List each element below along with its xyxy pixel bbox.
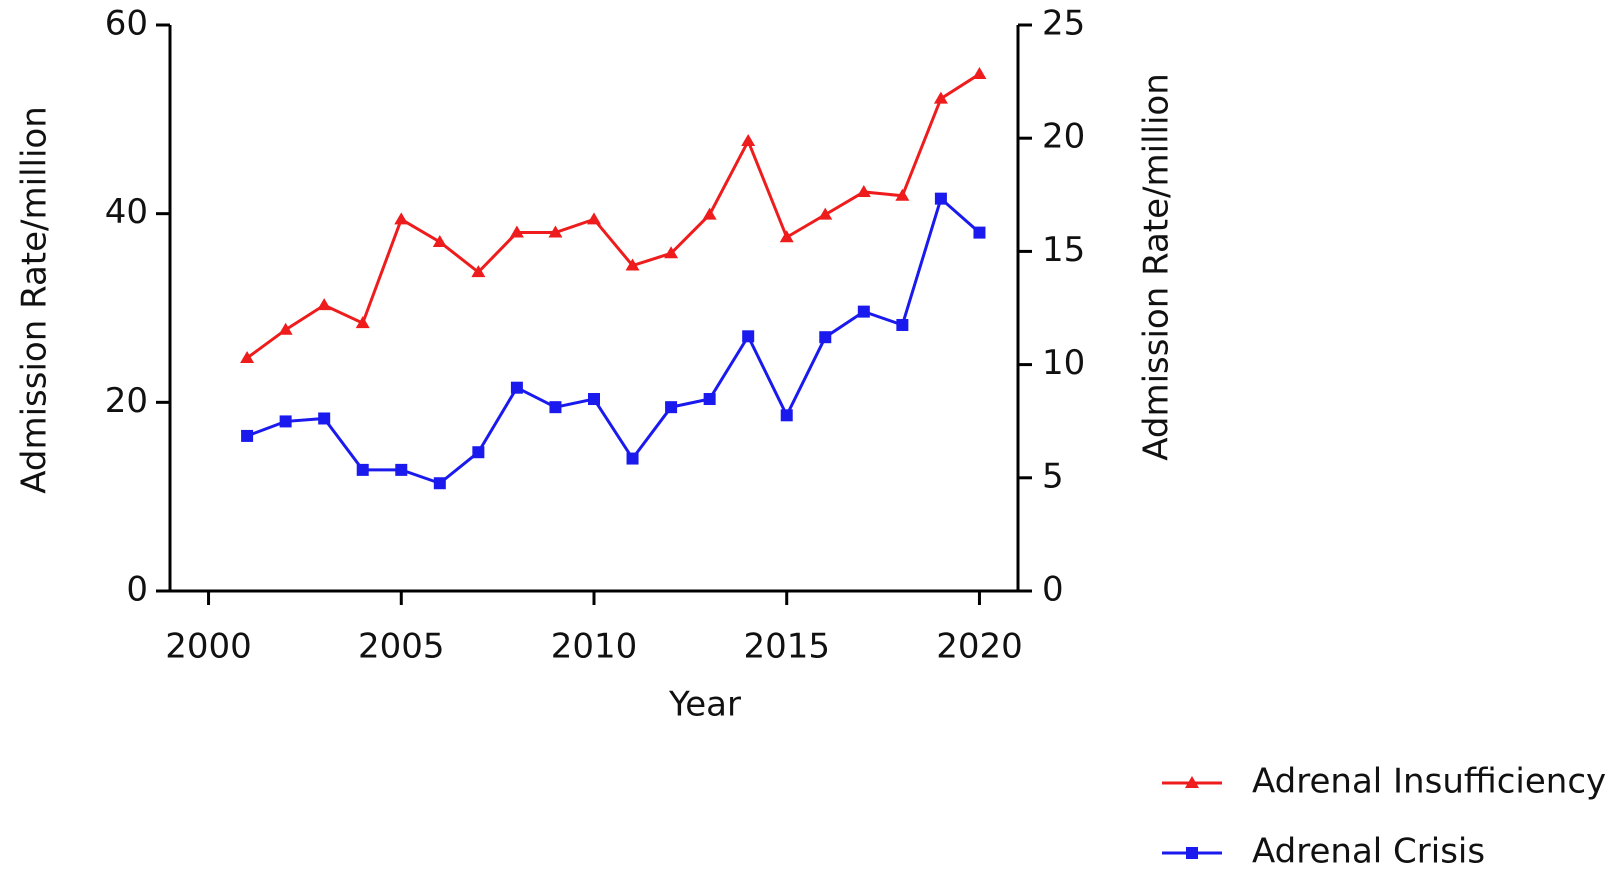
y2-tick-label: 20 (1042, 117, 1085, 157)
data-point (896, 318, 909, 331)
data-point (973, 226, 986, 239)
data-point (318, 412, 331, 425)
legend-label: Adrenal Insufficiency (1252, 762, 1606, 802)
series-line (246, 72, 981, 360)
data-point (241, 429, 254, 442)
data-point (664, 246, 679, 259)
data-point (549, 401, 562, 414)
data-point (395, 463, 408, 476)
data-point (779, 230, 794, 243)
y-tick-label: 20 (105, 381, 148, 421)
x-axis-label: Year (668, 685, 741, 725)
data-point (432, 234, 447, 247)
data-point (510, 381, 523, 394)
data-point (356, 463, 369, 476)
y-tick-label: 40 (105, 192, 148, 232)
data-point (818, 207, 833, 220)
data-point (471, 265, 486, 278)
x-tick-label: 2020 (936, 627, 1023, 667)
data-point (625, 258, 640, 271)
data-point (742, 330, 755, 343)
legend-label: Adrenal Crisis (1252, 832, 1485, 872)
series-line (246, 195, 981, 485)
data-point (934, 192, 947, 205)
y-tick-label: 0 (126, 570, 148, 610)
x-tick-label: 2015 (743, 627, 830, 667)
data-point (433, 477, 446, 490)
data-point (587, 212, 601, 225)
data-point (933, 91, 948, 104)
y2-tick-label: 5 (1042, 456, 1064, 496)
x-tick-label: 2000 (165, 627, 252, 667)
data-point (626, 452, 639, 465)
data-point (317, 298, 332, 311)
data-point (780, 409, 793, 422)
y2-tick-label: 15 (1042, 230, 1085, 270)
data-point (702, 207, 717, 220)
data-point (895, 188, 910, 201)
data-point (972, 67, 987, 80)
data-point (588, 393, 600, 406)
data-point (278, 322, 293, 335)
y2-axis-label: Admission Rate/million (1137, 73, 1177, 461)
data-point (355, 316, 370, 329)
y-tick-label: 60 (105, 4, 148, 44)
legend-marker (1185, 776, 1199, 788)
y-axis-label: Admission Rate/million (15, 106, 55, 494)
data-point (240, 350, 255, 363)
data-point (472, 446, 485, 459)
y2-tick-label: 0 (1042, 570, 1064, 610)
data-point (703, 393, 716, 406)
data-point (394, 212, 409, 225)
data-point (509, 225, 524, 238)
x-tick-label: 2010 (551, 627, 638, 667)
data-point (741, 134, 756, 147)
data-point (279, 415, 292, 428)
data-point (548, 225, 563, 238)
y2-tick-label: 25 (1042, 4, 1085, 44)
y2-tick-label: 10 (1042, 343, 1085, 383)
legend-marker (1186, 847, 1198, 859)
data-point (819, 331, 832, 344)
data-point (856, 184, 871, 197)
x-tick-label: 2005 (358, 627, 445, 667)
data-point (857, 305, 870, 318)
data-point (665, 401, 678, 414)
